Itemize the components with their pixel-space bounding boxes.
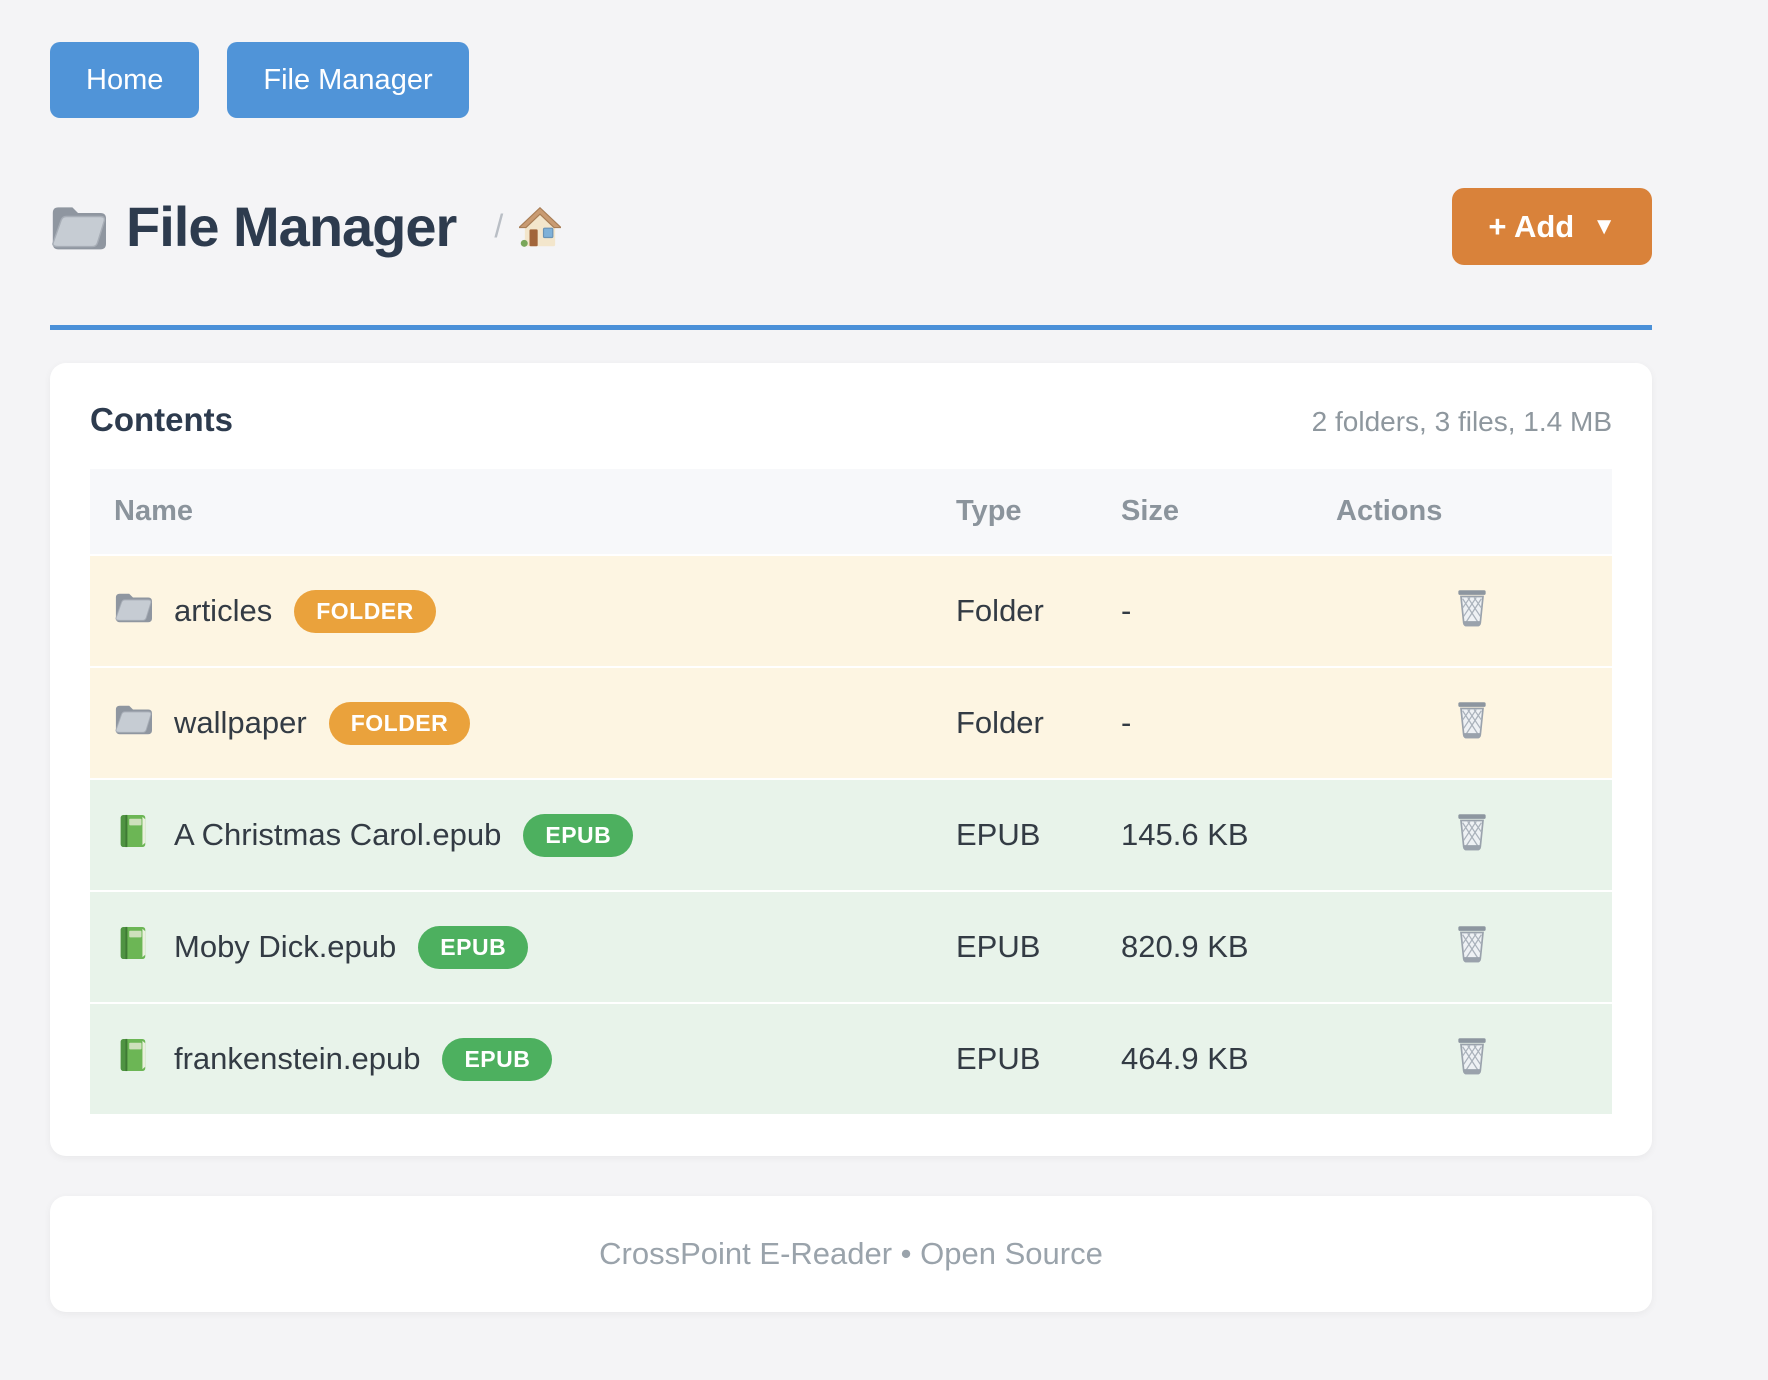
delete-button[interactable] (1452, 922, 1492, 964)
size-cell: - (1097, 554, 1312, 667)
title-divider (50, 325, 1652, 330)
add-button-label: + Add (1488, 208, 1575, 244)
top-nav: Home File Manager (50, 0, 1652, 118)
type-badge: EPUB (442, 1037, 553, 1081)
file-manager-nav-button[interactable]: File Manager (227, 42, 469, 118)
type-cell: EPUB (932, 1002, 1097, 1114)
size-cell: 464.9 KB (1097, 1002, 1312, 1114)
file-table: Name Type Size Actions articles FOLDER F… (90, 469, 1612, 1114)
table-row[interactable]: wallpaper FOLDER Folder - (90, 666, 1612, 779)
file-name[interactable]: wallpaper (174, 705, 307, 740)
book-icon (114, 926, 152, 968)
table-row[interactable]: Moby Dick.epub EPUB EPUB 820.9 KB (90, 890, 1612, 1003)
delete-button[interactable] (1452, 586, 1492, 628)
folder-icon (114, 590, 152, 632)
column-header-actions: Actions (1312, 469, 1612, 555)
type-cell: Folder (932, 666, 1097, 779)
file-name[interactable]: articles (174, 593, 273, 628)
file-name[interactable]: Moby Dick.epub (174, 929, 397, 964)
column-header-name: Name (90, 469, 932, 555)
book-icon (114, 814, 152, 856)
file-name[interactable]: frankenstein.epub (174, 1041, 421, 1076)
type-badge: FOLDER (294, 589, 436, 633)
folder-icon (114, 702, 152, 744)
folder-icon (52, 206, 106, 249)
column-header-type: Type (932, 469, 1097, 555)
footer: CrossPoint E-Reader • Open Source (50, 1196, 1652, 1312)
footer-text: CrossPoint E-Reader • Open Source (599, 1236, 1103, 1271)
type-badge: FOLDER (328, 701, 471, 745)
type-cell: EPUB (932, 890, 1097, 1003)
table-row[interactable]: articles FOLDER Folder - (90, 554, 1612, 667)
delete-button[interactable] (1452, 1034, 1492, 1076)
file-name[interactable]: A Christmas Carol.epub (174, 817, 502, 852)
size-cell: 145.6 KB (1097, 778, 1312, 891)
type-cell: Folder (932, 554, 1097, 667)
table-header-row: Name Type Size Actions (90, 469, 1612, 555)
type-badge: EPUB (418, 925, 529, 969)
page-title: File Manager (126, 195, 457, 258)
size-cell: - (1097, 666, 1312, 779)
type-badge: EPUB (523, 813, 634, 857)
type-cell: EPUB (932, 778, 1097, 891)
size-cell: 820.9 KB (1097, 890, 1312, 1003)
contents-title: Contents (90, 401, 233, 438)
chevron-down-icon: ▼ (1592, 212, 1616, 240)
house-icon[interactable] (519, 206, 562, 247)
add-button[interactable]: + Add ▼ (1452, 188, 1652, 265)
delete-button[interactable] (1452, 698, 1492, 740)
file-table-body: articles FOLDER Folder - wallpaper FOLDE… (90, 554, 1612, 1114)
table-row[interactable]: frankenstein.epub EPUB EPUB 464.9 KB (90, 1002, 1612, 1114)
table-row[interactable]: A Christmas Carol.epub EPUB EPUB 145.6 K… (90, 778, 1612, 891)
book-icon (114, 1038, 152, 1080)
column-header-size: Size (1097, 469, 1312, 555)
contents-card: Contents 2 folders, 3 files, 1.4 MB Name… (50, 363, 1652, 1156)
delete-button[interactable] (1452, 810, 1492, 852)
home-nav-button[interactable]: Home (50, 42, 200, 118)
breadcrumb-separator: / (494, 208, 504, 244)
page-header: File Manager / + Add ▼ (50, 188, 1652, 265)
contents-summary: 2 folders, 3 files, 1.4 MB (1311, 406, 1612, 437)
